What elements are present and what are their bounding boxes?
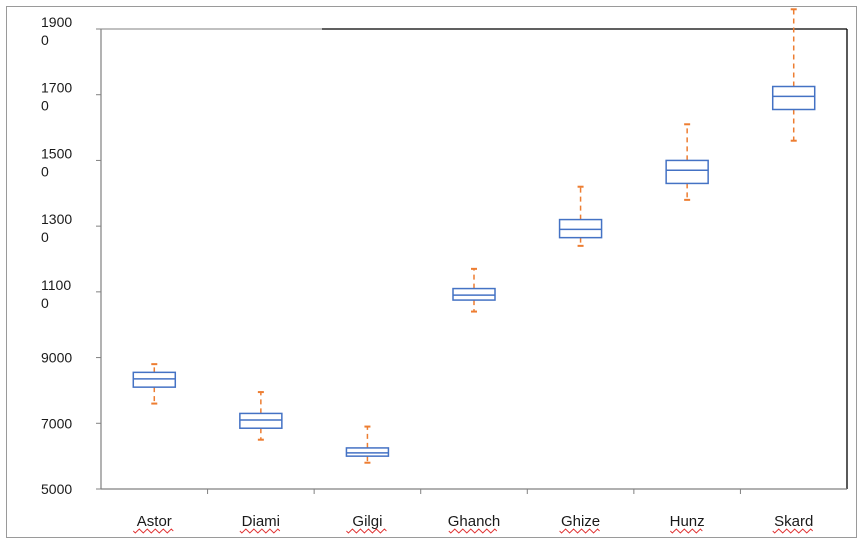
box-astor: [132, 363, 177, 405]
y-tick-label-line: 0: [41, 295, 49, 311]
box-iqr: [771, 85, 816, 111]
box-iqr: [452, 287, 496, 301]
y-tick-label: 1300 0: [41, 211, 72, 245]
y-tick-label: 7000: [41, 415, 72, 431]
spellcheck-underline: [559, 528, 600, 534]
x-tick-label: Hunz: [670, 513, 705, 530]
x-tick-label: Ghanch: [448, 513, 501, 530]
spellcheck-underline: [132, 528, 174, 534]
y-tick-label-line: 1500: [41, 145, 72, 161]
x-tick-label: Ghize: [561, 513, 600, 530]
y-tick-label-line: 0: [41, 98, 49, 114]
box-ghanch: [452, 267, 496, 313]
y-tick-label: 5000: [41, 481, 72, 497]
y-tick-label-line: 5000: [41, 481, 72, 497]
spellcheck-underline: [772, 528, 814, 534]
spellcheck-underline: [239, 528, 281, 534]
y-tick-label: 1100 0: [41, 277, 71, 311]
y-tick-label-line: 0: [41, 32, 49, 48]
y-tick-label: 9000: [41, 350, 72, 366]
spellcheck-underline: [346, 528, 387, 534]
y-tick-label: 1900 0: [41, 14, 72, 48]
box-iqr: [132, 371, 177, 388]
box-hunz: [665, 123, 709, 201]
x-tick-label: Astor: [137, 513, 172, 530]
x-tick-label: Skard: [774, 513, 813, 530]
box-iqr: [665, 159, 709, 185]
box-gilgi: [345, 425, 390, 464]
box-iqr: [558, 218, 603, 239]
y-tick-label-line: 1100: [41, 277, 71, 293]
y-tick-label-line: 9000: [41, 350, 72, 366]
y-tick-label-line: 0: [41, 163, 49, 179]
x-tick-label: Gilgi: [352, 513, 382, 530]
x-axis: Astor Diami Gilgi Ghanch Ghize Hunz Skard: [101, 488, 847, 534]
box-skard: [771, 8, 816, 142]
box-diami: [239, 391, 283, 441]
y-tick-label: 1500 0: [41, 145, 72, 179]
boxes: [132, 8, 816, 464]
y-tick-label-line: 7000: [41, 415, 72, 431]
y-tick-label-line: 1300: [41, 211, 72, 227]
spellcheck-underline: [448, 528, 498, 534]
x-tick-label: Diami: [242, 513, 280, 530]
box-iqr: [345, 447, 390, 457]
y-tick-label: 1700 0: [41, 80, 72, 114]
y-tick-label-line: 1700: [41, 80, 72, 96]
box-iqr: [239, 412, 283, 429]
chart-frame: [6, 6, 857, 538]
plot-area: [101, 28, 848, 489]
y-tick-label-line: 0: [41, 229, 49, 245]
box-ghize: [558, 185, 603, 247]
y-tick-label-line: 1900: [41, 14, 72, 30]
spellcheck-underline: [670, 528, 703, 534]
